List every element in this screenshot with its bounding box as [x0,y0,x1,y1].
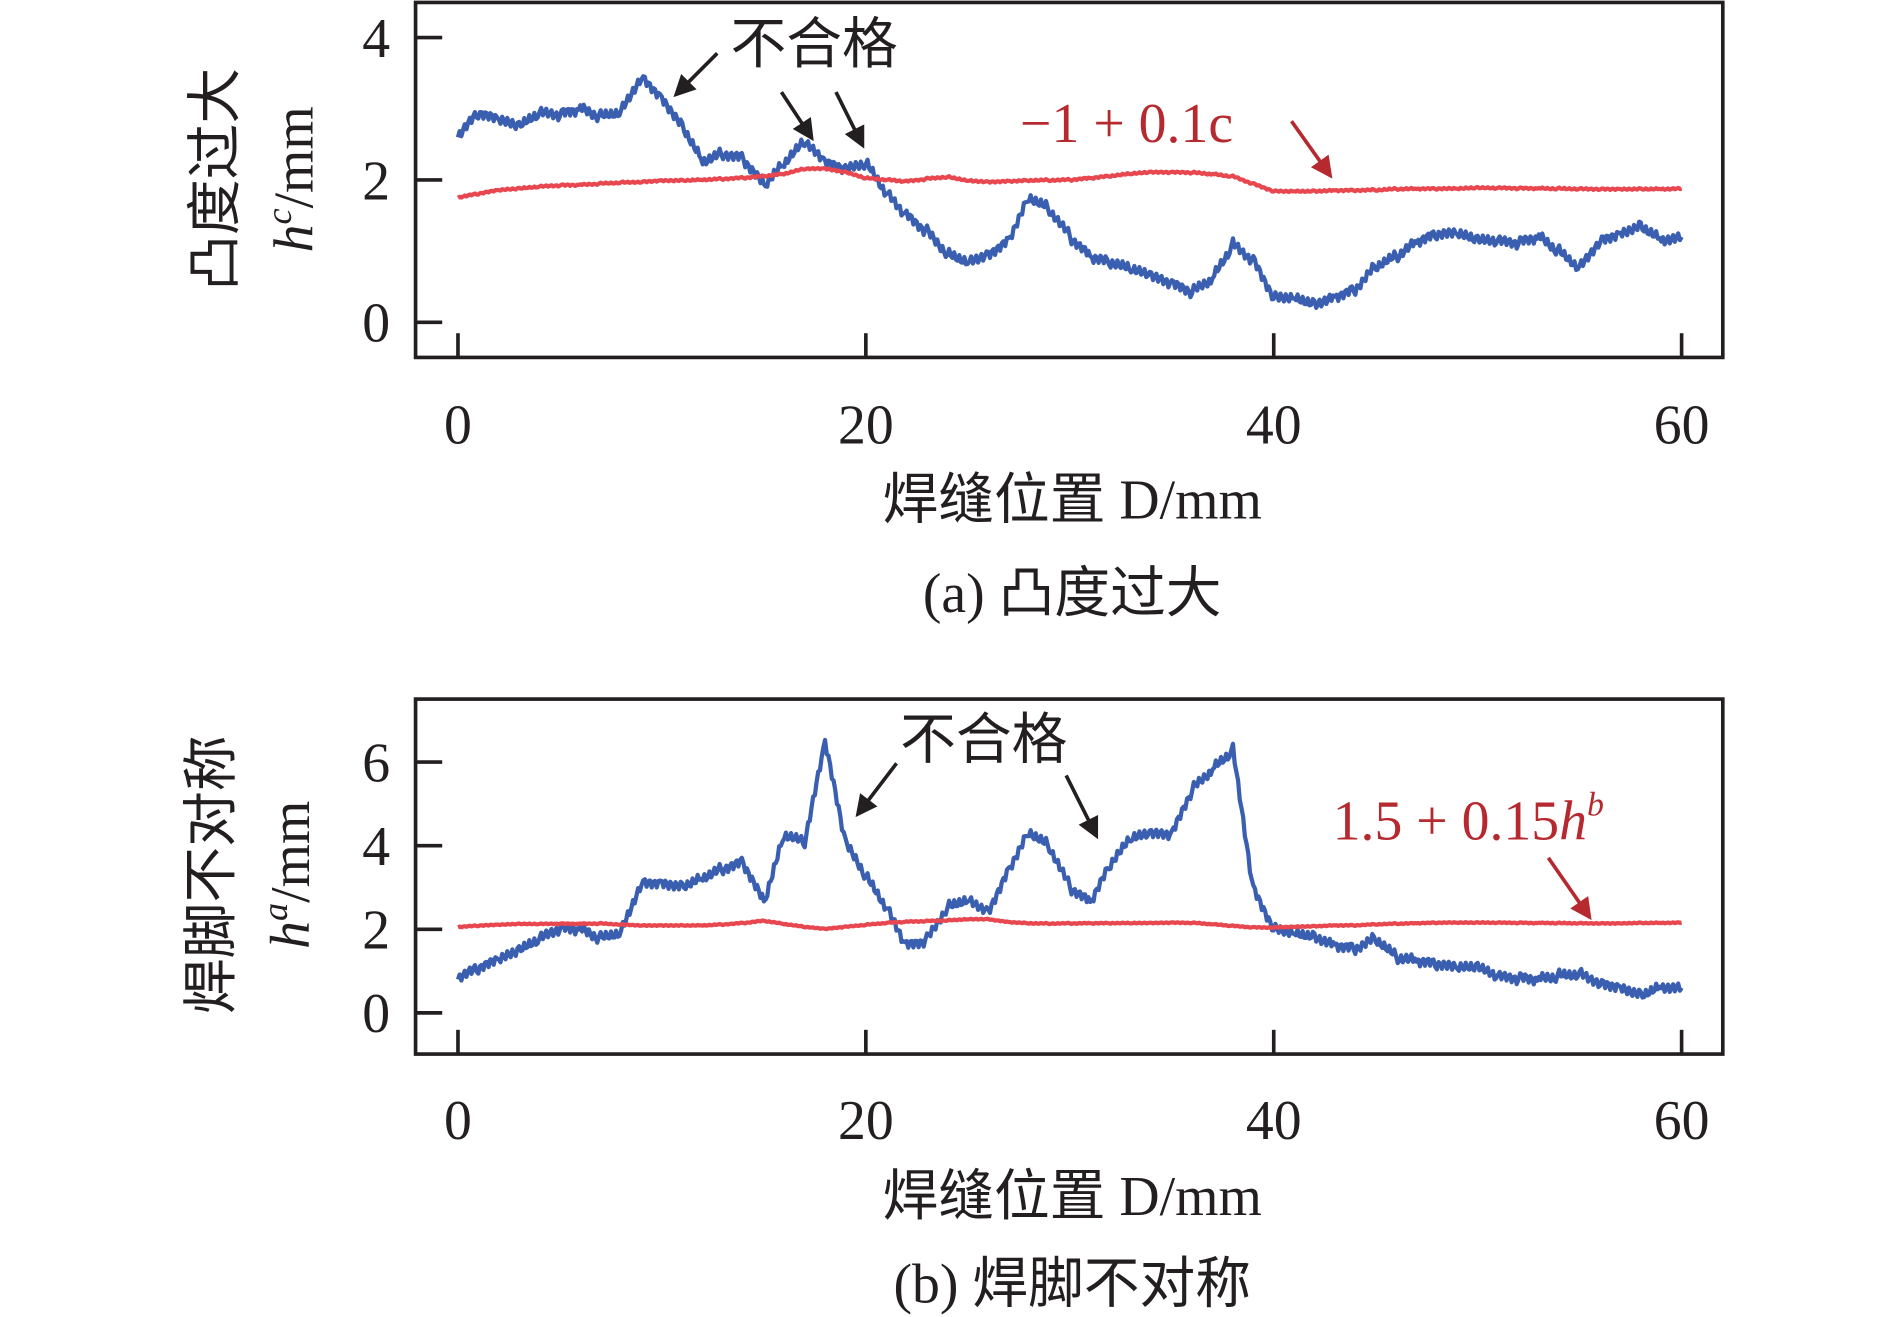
plot-area-b: 0 20 40 60 0 2 4 6 [362,697,1725,1152]
y-axis-label-cn-a: 凸度过大 [185,68,247,291]
y-tick-label: 4 [362,8,390,70]
x-tick-label: 20 [838,394,894,456]
y-tick-label: 0 [362,983,390,1045]
arrow-threshold-b [1546,856,1592,921]
series-line-threshold [457,916,1683,932]
x-axis-label-b: 焊缝位置 D/mm [883,1166,1262,1228]
series-line-threshold [456,165,1683,200]
plot-area-a: 0 20 40 60 0 2 4 [362,0,1725,456]
x-tick-label: 0 [444,394,472,456]
caption-b: (b) 焊脚不对称 [893,1253,1251,1315]
arrow-fail-b-1 [855,762,898,818]
plot-frame [413,697,1725,1056]
arrow-threshold-a [1290,120,1333,179]
x-tick-label: 20 [838,1090,894,1152]
y-tick-label: 6 [362,732,390,794]
annotation-fail-a: 不合格 [731,14,898,76]
annotation-fail-b: 不合格 [900,709,1067,771]
x-tick-label: 60 [1654,394,1710,456]
x-tick-label: 40 [1246,394,1302,456]
y-axis-label-sym-b: ha/mm [255,801,322,949]
chart-panel-a: 0 20 40 60 0 2 4 凸度过大 hc/mm 焊缝位置 D/mm (a) 凸度过大… [185,0,1725,625]
x-axis-label-a: 焊缝位置 D/mm [883,470,1262,532]
x-tick-label: 40 [1246,1090,1302,1152]
caption-a: (a) 凸度过大 [923,563,1222,625]
arrow-fail-b-2 [1064,774,1099,840]
annotation-threshold-b: 1.5 + 0.15hb [1333,786,1604,852]
series-line-measured [455,74,1684,311]
arrow-fail-a-1 [673,52,719,98]
y-axis-label-sym-a: hc/mm [259,106,326,252]
x-tick-label: 60 [1654,1090,1710,1152]
arrow-fail-a-3 [834,91,865,149]
annotation-threshold-a: −1 + 0.1c [1020,93,1233,155]
arrow-fail-a-2 [779,91,814,142]
chart-panel-b: 0 20 40 60 0 2 4 6 焊脚不对称 ha/mm 焊缝位置 D/mm (b) 焊脚… [181,697,1725,1315]
y-tick-label: 0 [362,293,390,355]
y-axis-label-cn-b: 焊脚不对称 [181,735,243,1014]
y-tick-label: 2 [362,900,390,962]
series-line-measured [455,737,1684,1000]
y-tick-label: 2 [362,150,390,212]
y-tick-label: 4 [362,816,390,878]
x-tick-label: 0 [444,1090,472,1152]
